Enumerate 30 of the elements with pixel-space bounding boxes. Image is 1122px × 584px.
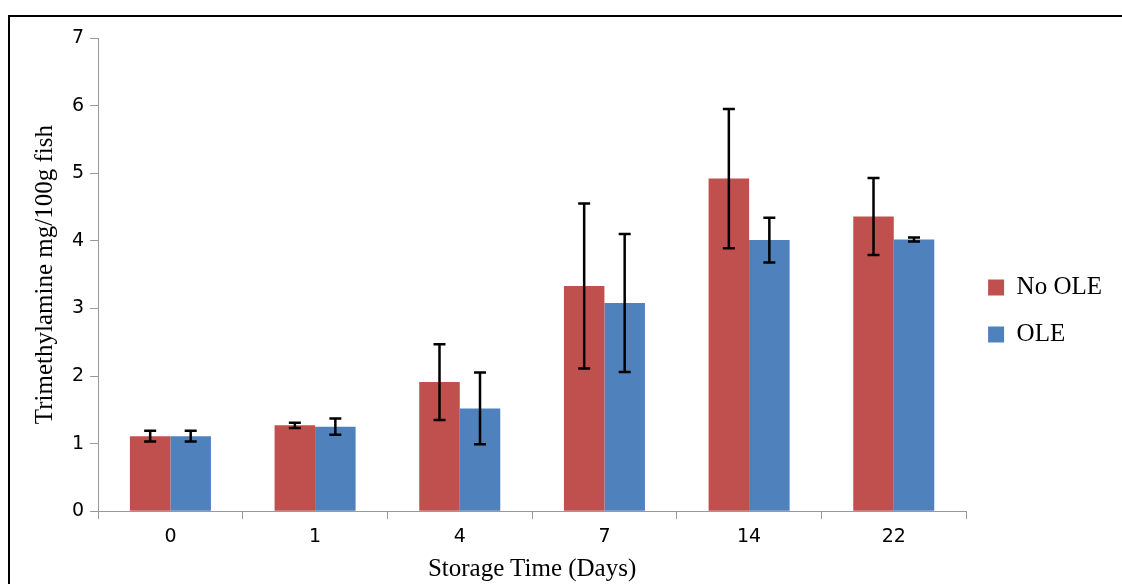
legend-label: No OLE [1016,272,1103,300]
y-tick-label: 4 [71,227,85,250]
bar [708,178,750,511]
bar [315,426,356,511]
y-tick-label: 3 [71,295,85,318]
bar [170,436,211,511]
y-tick-label: 0 [71,498,85,521]
y-axis-title: Trimethylamine mg/100g fish [29,124,57,425]
bar [419,382,460,511]
legend-label: OLE [1016,319,1066,347]
y-tick-label: 6 [71,92,85,115]
bar [459,408,501,511]
y-tick-label: 7 [71,24,85,47]
bar [604,302,645,511]
bar [274,425,316,511]
x-tick-label: 1 [309,523,322,546]
bar [563,286,605,511]
bar [129,436,171,511]
bar [893,239,935,511]
bar [749,240,790,511]
y-tick-label: 5 [71,160,85,183]
y-tick-label: 1 [71,430,85,453]
y-tick-label: 2 [71,362,85,385]
x-tick-label: 4 [453,523,466,546]
x-axis-title: Storage Time (Days) [427,553,637,582]
x-tick-label: 14 [737,523,762,546]
x-tick-label: 22 [881,523,906,546]
bar [853,216,894,511]
x-tick-label: 0 [164,523,177,546]
x-tick-label: 7 [598,523,611,546]
